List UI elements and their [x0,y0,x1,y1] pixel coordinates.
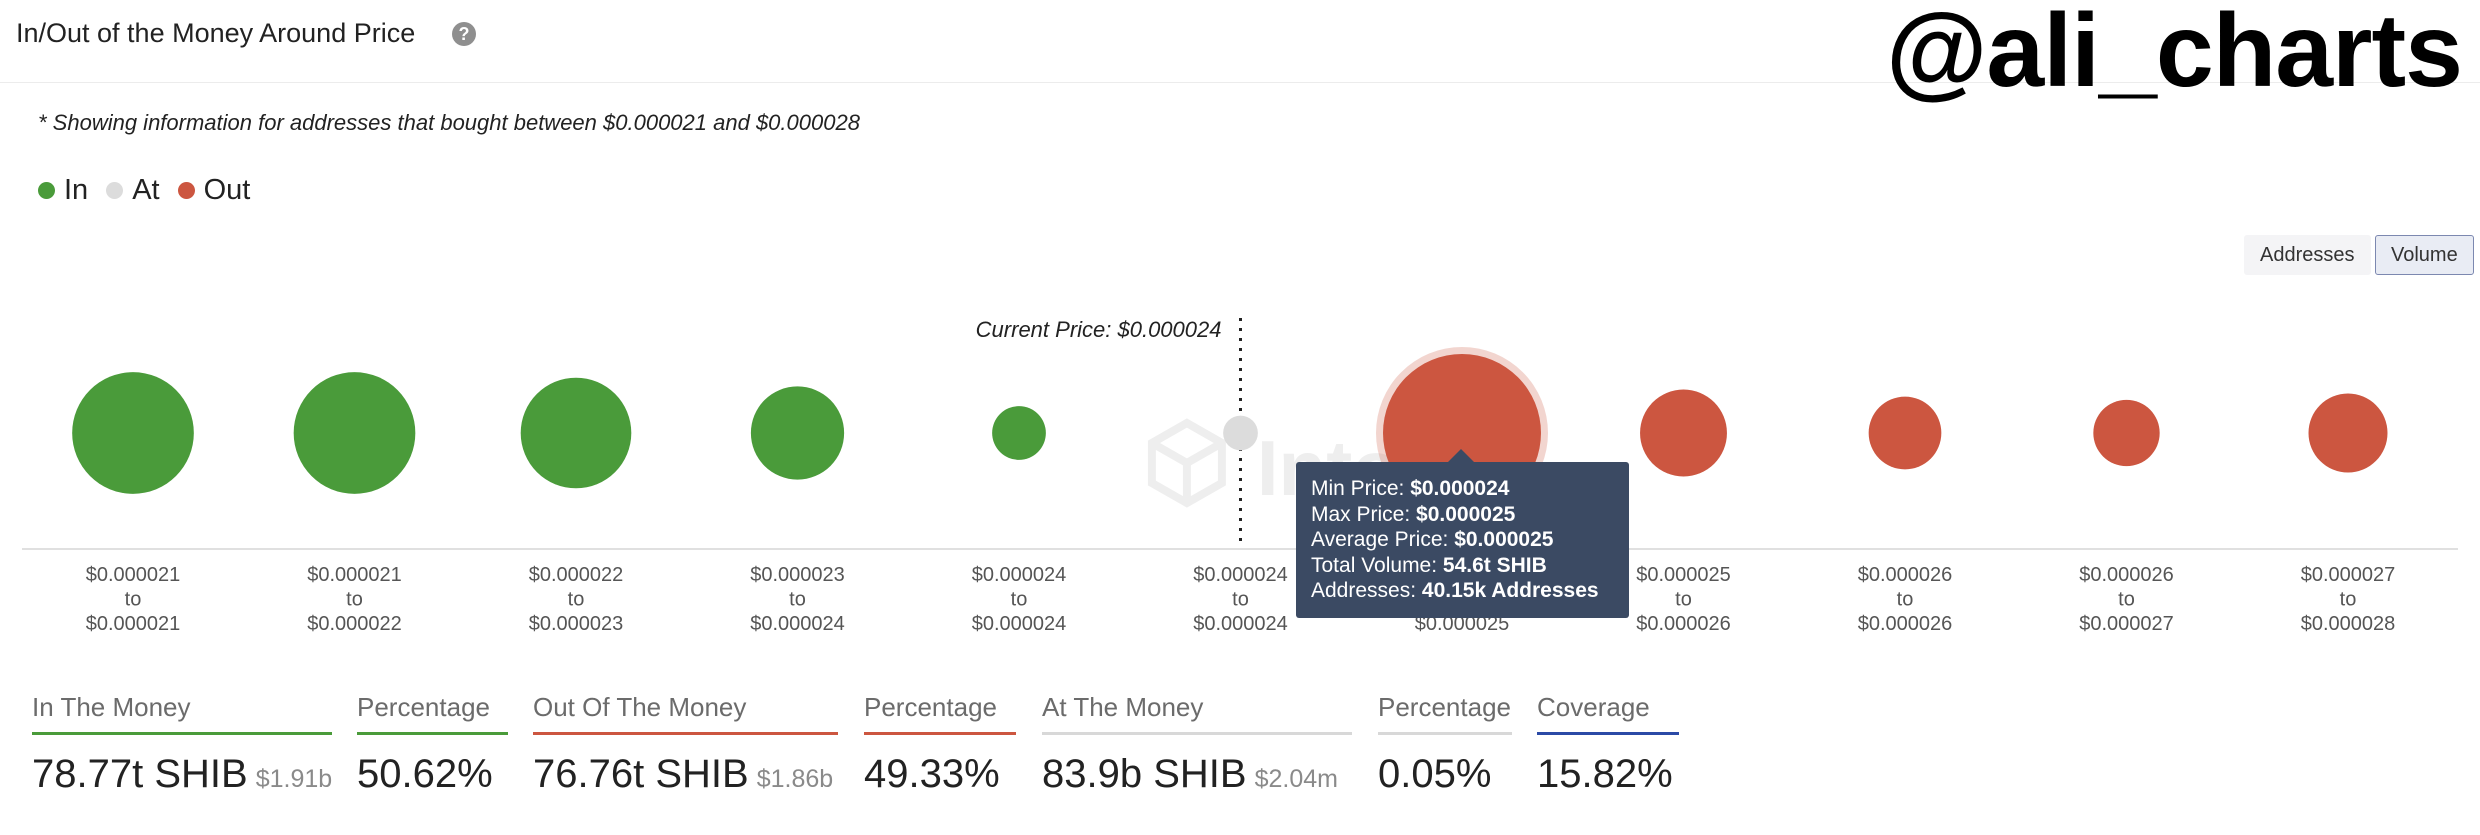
range-note: * Showing information for addresses that… [38,110,860,135]
legend-item-out[interactable]: Out [177,173,251,207]
addresses-toggle-button[interactable]: Addresses [2244,235,2371,275]
stat-in-percentage: Percentage 50.62% [357,692,508,797]
stat-out-percentage: Percentage 49.33% [864,692,1016,797]
stat-label: In The Money [32,692,191,722]
legend-item-at[interactable]: At [106,173,160,207]
legend-label-at: At [132,173,160,206]
tick-label: $0.000024 to $0.000024 [1193,564,1288,635]
stat-label: At The Money [1042,692,1204,722]
tooltip-row-average-price: Average Price: $0.000025 [1311,528,1554,551]
stat-underline [1042,732,1352,735]
watermark-handle: @ali_charts [1885,0,2463,109]
volume-toggle-button[interactable]: Volume [2375,235,2474,275]
legend-label-out: Out [203,173,251,206]
stat-out-of-the-money: Out Of The Money 76.76t SHIB $1.86b [533,692,838,797]
stat-at-the-money: At The Money 83.9b SHIB $2.04m [1042,692,1352,797]
bubble-in [750,386,845,480]
bubble-out [1868,396,1942,470]
bubble-in [992,406,1046,460]
stat-value: 83.9b SHIB $2.04m [1042,752,1338,796]
bubble-out [1640,389,1727,477]
stat-label: Percentage [864,692,997,722]
tick-label: $0.000023 to $0.000024 [750,564,845,635]
stat-coverage: Coverage 15.82% [1537,692,1679,797]
tooltip-arrow [1447,449,1475,463]
stat-underline [357,732,508,735]
chart-watermark-logo-icon [1147,418,1226,508]
page-title: In/Out of the Money Around Price [16,18,416,48]
stat-value: 49.33% [864,752,1000,796]
tooltip-row-total-volume: Total Volume: 54.6t SHIB [1311,553,1547,577]
tick-label: $0.000021 to $0.000022 [307,564,402,635]
legend: In At Out [38,172,268,208]
stat-underline [864,732,1016,735]
tick-label: $0.000024 to $0.000024 [972,564,1067,635]
legend-dot-at-icon [106,181,124,199]
tooltip-row-min-price: Min Price: $0.000024 [1311,477,1510,500]
stat-value: 76.76t SHIB $1.86b [533,752,834,796]
bubble-in [72,372,194,494]
bubble-out [2093,399,2160,467]
stat-label: Out Of The Money [533,692,747,722]
stat-label: Coverage [1537,692,1650,722]
stat-underline [32,732,332,735]
bubble-chart: IntoTheCurrent Price: $0.000024$0.000021… [22,317,2458,635]
bubble-at [1223,415,1258,451]
stat-at-percentage: Percentage 0.05% [1378,692,1512,797]
tick-label: $0.000026 to $0.000027 [2079,564,2174,635]
stat-underline [1537,732,1679,735]
tick-label: $0.000026 to $0.000026 [1858,564,1953,635]
bubble-out [2308,393,2388,473]
stat-label: Percentage [1378,692,1511,722]
header: In/Out of the Money Around Price ? @ali_… [0,0,2480,109]
tooltip: Min Price: $0.000024 Max Price: $0.00002… [1296,462,1629,618]
stat-in-the-money: In The Money 78.77t SHIB $1.91b [32,692,332,797]
tooltip-row-max-price: Max Price: $0.000025 [1311,502,1516,526]
bubble-in [520,377,632,489]
legend-item-in[interactable]: In [38,174,88,207]
stat-value: 0.05% [1378,752,1492,796]
stat-value: 78.77t SHIB $1.91b [32,752,333,796]
legend-dot-in-icon [38,181,55,199]
stat-value: 15.82% [1537,752,1673,796]
tick-label: $0.000027 to $0.000028 [2301,564,2396,635]
stat-underline [1378,732,1512,735]
question-circle-icon[interactable]: ? [452,22,476,46]
tick-label: $0.000022 to $0.000023 [529,564,624,635]
stat-underline [533,732,838,735]
tooltip-row-addresses: Addresses: 40.15k Addresses [1311,579,1599,602]
legend-label-in: In [64,173,89,206]
stat-value: 50.62% [357,752,493,796]
current-price-label: Current Price: $0.000024 [976,317,1222,342]
stat-label: Percentage [357,692,490,722]
tick-label: $0.000021 to $0.000021 [86,564,181,635]
bubble-in [293,372,416,494]
legend-dot-out-icon [177,181,195,199]
tick-label: $0.000025 to $0.000026 [1636,564,1731,635]
